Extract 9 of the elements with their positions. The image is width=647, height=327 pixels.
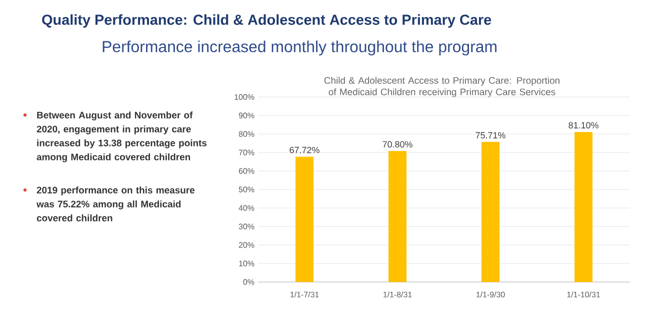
data-label: 70.80%: [382, 141, 412, 148]
data-label: 75.71%: [476, 132, 506, 138]
data-label: 67.72%: [290, 146, 320, 154]
text: Between August and November of 2020, engagement in primary care increased by 13.38 percentage points among Medicaid covered children: [36, 112, 207, 162]
chart-title: Quality Performance: Child & Adolescent Access to Primary Care: [42, 14, 492, 28]
chart-subtitle: Performance increased monthly throughout the program: [102, 40, 496, 56]
text: 2019 performance on this measure was 75.22% among all Medicaid covered children: [36, 186, 195, 222]
data-label: 81.10%: [568, 122, 598, 128]
annotation: Child & Adolescent Access to Primary Care: Proportion of Medicaid Children receiving Primary Care Services: [324, 76, 560, 98]
